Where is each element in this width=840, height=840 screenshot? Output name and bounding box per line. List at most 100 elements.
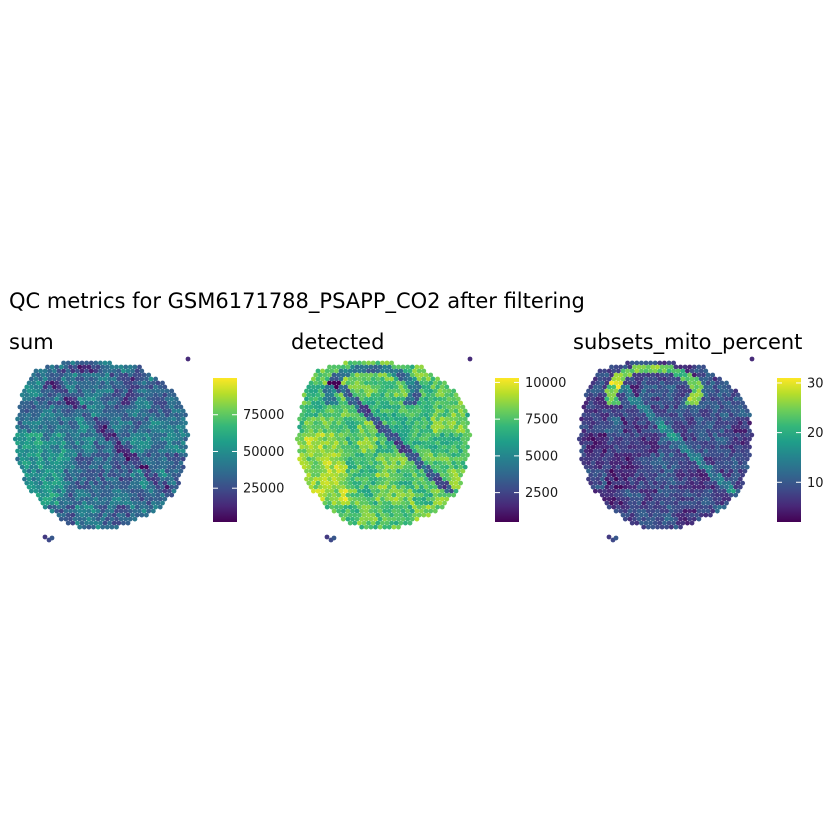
- spot: [313, 412, 319, 418]
- spot: [705, 468, 711, 474]
- spot: [703, 432, 709, 438]
- spot: [357, 488, 362, 494]
- spot: [708, 432, 713, 438]
- spot: [648, 376, 653, 382]
- spot: [636, 436, 642, 442]
- spot: [84, 496, 89, 502]
- spot: [141, 444, 147, 450]
- spot: [375, 440, 381, 446]
- spot: [632, 380, 637, 386]
- spot: [146, 484, 152, 490]
- spot: [627, 484, 633, 490]
- spot: [322, 380, 328, 386]
- spot: [380, 360, 385, 366]
- spot: [465, 420, 470, 426]
- spot: [153, 432, 159, 438]
- spot: [719, 444, 725, 450]
- spot: [694, 368, 699, 374]
- spot: [52, 432, 57, 438]
- spot: [38, 400, 43, 406]
- spot: [72, 468, 78, 474]
- spot: [75, 480, 80, 486]
- spot: [687, 500, 693, 506]
- spot: [123, 404, 129, 410]
- spot: [331, 396, 337, 402]
- spot: [54, 412, 60, 418]
- spot: [111, 448, 117, 454]
- spot: [306, 440, 312, 446]
- spot: [65, 472, 71, 478]
- spot: [733, 444, 739, 450]
- spot: [160, 460, 165, 466]
- spot: [453, 448, 459, 454]
- spot: [363, 476, 369, 482]
- spot: [678, 492, 683, 498]
- spot: [675, 480, 681, 486]
- spot: [671, 480, 676, 486]
- spot: [315, 488, 321, 494]
- spot: [442, 428, 447, 434]
- spot: [581, 452, 587, 458]
- spot: [611, 416, 617, 422]
- spot: [49, 535, 55, 541]
- spot: [15, 448, 20, 454]
- spot: [47, 464, 53, 470]
- spot: [616, 432, 621, 438]
- spot: [19, 464, 25, 470]
- spot: [162, 392, 168, 398]
- spot: [116, 448, 122, 454]
- spot: [137, 460, 142, 466]
- spot: [691, 452, 697, 458]
- spot: [432, 436, 438, 442]
- spot: [391, 516, 397, 522]
- spot: [327, 396, 332, 402]
- spot: [389, 520, 394, 526]
- spot: [659, 420, 665, 426]
- spot: [645, 372, 651, 378]
- spot: [609, 396, 614, 402]
- spot: [377, 500, 383, 506]
- spot: [70, 456, 76, 462]
- spot: [125, 488, 131, 494]
- spot: [426, 512, 431, 518]
- spot: [306, 464, 312, 470]
- spot: [93, 488, 99, 494]
- spot: [370, 488, 376, 494]
- spot: [462, 416, 468, 422]
- spot: [70, 376, 76, 382]
- spot: [42, 488, 48, 494]
- spot: [373, 388, 378, 394]
- spot: [737, 452, 743, 458]
- spot: [361, 440, 367, 446]
- spot: [327, 380, 332, 386]
- spot: [31, 412, 37, 418]
- spot: [421, 432, 427, 438]
- spot: [426, 504, 431, 510]
- spot: [391, 436, 397, 442]
- spot: [620, 432, 626, 438]
- panel-title-detected: detected: [291, 330, 385, 354]
- spot: [467, 356, 473, 362]
- spot: [107, 488, 112, 494]
- spot: [426, 432, 431, 438]
- spot: [84, 440, 89, 446]
- spot: [735, 440, 741, 446]
- spot: [334, 440, 339, 446]
- spot: [84, 456, 89, 462]
- spot: [104, 468, 110, 474]
- spot: [703, 440, 709, 446]
- spot: [114, 508, 119, 514]
- spot: [134, 448, 140, 454]
- spot: [728, 476, 734, 482]
- spot: [317, 428, 323, 434]
- spot: [22, 428, 27, 434]
- spot: [634, 480, 640, 486]
- spot: [664, 388, 670, 394]
- spot: [685, 520, 690, 526]
- spot: [666, 384, 672, 390]
- spot: [659, 468, 665, 474]
- spot: [384, 488, 390, 494]
- spot: [47, 376, 53, 382]
- spot: [65, 464, 71, 470]
